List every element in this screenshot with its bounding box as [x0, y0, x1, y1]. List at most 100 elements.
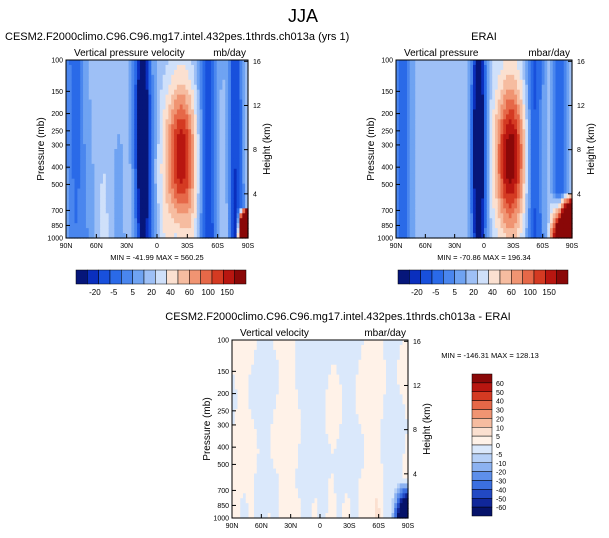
heatmap-cell [434, 183, 438, 190]
heatmap-cell [539, 109, 543, 115]
heatmap-cell [66, 60, 70, 66]
heatmap-cell [193, 74, 198, 81]
heatmap-cell [484, 213, 488, 219]
heatmap-cell [552, 183, 557, 190]
heatmap-cell [530, 124, 535, 130]
heatmap-cell [232, 453, 236, 460]
heatmap-cell [234, 364, 239, 371]
colorbar-swatch [211, 269, 224, 285]
heatmap-cell [120, 104, 124, 111]
heatmap-cell [100, 119, 104, 125]
heatmap-cell [234, 478, 239, 484]
heatmap-cell [415, 104, 419, 111]
heatmap-cell [219, 139, 223, 145]
colorbar-label: 150 [542, 288, 556, 297]
heatmap-cell [114, 84, 118, 91]
heatmap-cell [412, 178, 416, 185]
heatmap-cell [478, 149, 482, 155]
heatmap-cell [208, 158, 212, 165]
heatmap-cell [245, 89, 249, 96]
heatmap-cell [396, 99, 400, 106]
heatmap-cell [128, 64, 132, 71]
heatmap-cell [462, 208, 466, 214]
heatmap-cell [128, 213, 132, 219]
heatmap-cell [396, 129, 400, 135]
heatmap-cell [171, 79, 175, 86]
heatmap-cell [396, 94, 400, 101]
heatmap-cell [492, 213, 496, 219]
heatmap-cell [536, 114, 540, 120]
heatmap-cell [211, 188, 215, 195]
heatmap-cell [426, 163, 430, 170]
heatmap-cell [401, 114, 405, 120]
heatmap-cell [434, 163, 438, 170]
y-tick-label: 200 [51, 111, 63, 118]
heatmap-cell [426, 119, 430, 125]
heatmap-cell [530, 134, 535, 140]
heatmap-cell [105, 228, 110, 234]
y-tick-label: 400 [381, 165, 393, 172]
heatmap-cell [541, 124, 546, 130]
heatmap-cell [437, 134, 441, 140]
heatmap-cell [420, 69, 425, 76]
heatmap-cell [125, 119, 130, 125]
heatmap-cell [193, 188, 198, 195]
heatmap-cell [88, 173, 93, 180]
heatmap-cell [448, 188, 452, 195]
heatmap-cell [429, 64, 433, 71]
heatmap-cell [497, 223, 502, 229]
heatmap-cell [230, 228, 235, 234]
heatmap-cell [237, 488, 241, 494]
heatmap-cell [550, 193, 554, 200]
y-tick-label: 100 [381, 58, 393, 65]
heatmap-cell [168, 163, 172, 170]
heatmap-cell [429, 79, 433, 86]
heatmap-cell [495, 109, 499, 115]
heatmap-cell [185, 139, 189, 145]
heatmap-cell [242, 208, 246, 214]
heatmap-cell [245, 478, 250, 484]
heatmap-cell [508, 193, 513, 200]
heatmap-cell [66, 198, 70, 204]
heatmap-cell [492, 183, 496, 190]
heatmap-cell [462, 203, 466, 209]
heatmap-cell [225, 213, 229, 219]
heatmap-cell [407, 84, 411, 91]
heatmap-cell [145, 104, 150, 111]
heatmap-cell [409, 228, 414, 234]
heatmap-cell [528, 233, 532, 239]
heatmap-cell [407, 213, 411, 219]
heatmap-cell [117, 119, 121, 125]
heatmap-cell [245, 419, 250, 425]
heatmap-cell [111, 104, 115, 111]
heatmap-cell [179, 114, 184, 120]
heatmap-cell [94, 74, 98, 81]
heatmap-cell [412, 193, 416, 200]
heatmap-cell [237, 429, 241, 435]
heatmap-cell [475, 124, 480, 130]
heatmap-cell [470, 158, 474, 165]
heatmap-cell [111, 153, 115, 160]
heatmap-cell [561, 139, 565, 145]
heatmap-cell [134, 218, 138, 224]
heatmap-cell [137, 168, 141, 175]
heatmap-cell [464, 223, 469, 229]
heatmap-cell [503, 228, 507, 234]
heatmap-cell [245, 149, 249, 155]
heatmap-cell [459, 163, 463, 170]
heatmap-cell [185, 158, 189, 165]
heatmap-cell [179, 218, 184, 224]
heatmap-cell [245, 183, 249, 190]
heatmap-cell [120, 168, 124, 175]
heatmap-cell [508, 213, 513, 219]
heatmap-cell [125, 168, 130, 175]
heatmap-cell [409, 139, 414, 145]
heatmap-cell [464, 79, 469, 86]
heatmap-cell [174, 193, 178, 200]
heatmap-cell [500, 64, 504, 71]
heatmap-cell [409, 60, 414, 66]
heatmap-cell [506, 74, 510, 81]
heatmap-cell [232, 498, 236, 504]
heatmap-cell [233, 188, 238, 195]
heatmap-cell [137, 218, 141, 224]
